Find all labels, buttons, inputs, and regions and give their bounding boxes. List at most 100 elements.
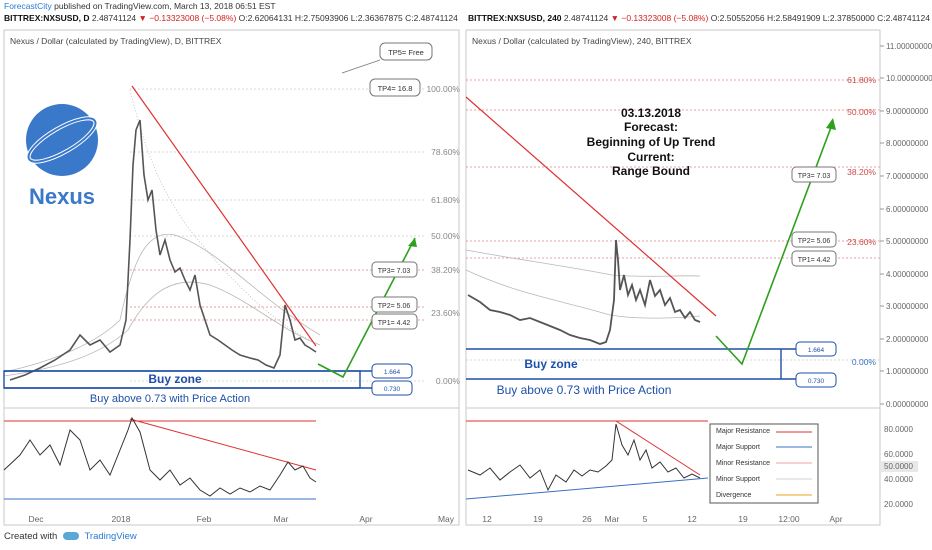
left-x-tick: Feb (197, 514, 212, 524)
right-osc-support (465, 477, 709, 500)
y-tick: 2.00000000 (886, 335, 929, 344)
published-text: published on TradingView.com, March 13, … (54, 1, 276, 11)
right-high: H:2.58491909 (766, 13, 821, 23)
left-buy-note: Buy above 0.73 with Price Action (90, 393, 250, 405)
left-high: H:2.75093906 (294, 13, 349, 23)
nexus-logo-icon (26, 104, 98, 176)
left-low: L:2.36367875 (350, 13, 403, 23)
y-tick: 7.00000000 (886, 172, 929, 181)
right-low: L:2.37850000 (822, 13, 875, 23)
y-tick: 6.00000000 (886, 205, 929, 214)
left-x-tick: May (438, 514, 455, 524)
osc-y-tick: 60.0000 (884, 450, 913, 459)
left-x-tick: Mar (274, 514, 289, 524)
left-fib-label: 38.20% (431, 265, 460, 275)
left-fib-label: 78.60% (431, 147, 460, 157)
right-chart-title: Nexus / Dollar (calculated by TradingVie… (472, 36, 692, 46)
left-buy-zone-label: Buy zone (148, 372, 202, 386)
right-tp3-label: TP3= 7.03 (798, 173, 831, 180)
right-price-line (467, 239, 701, 345)
left-fib-label: 23.60% (431, 308, 460, 318)
left-panel-frame (3, 29, 460, 526)
down-arrow-icon: ▼ (610, 13, 619, 23)
left-projection-arrow-icon (408, 238, 417, 247)
left-change: −0.13323008 (−5.08%) (149, 13, 237, 23)
right-x-tick: 5 (643, 514, 648, 524)
right-open: O:2.50552056 (710, 13, 765, 23)
right-tp3-callout: TP3= 7.03 (791, 166, 837, 183)
tradingview-cloud-icon (62, 532, 79, 541)
author-link[interactable]: ForecastCity (4, 1, 52, 11)
right-osc-y-axis: 80.0000 60.0000 50.0000 40.0000 20.0000 (880, 425, 918, 509)
current-value: Range Bound (612, 164, 690, 178)
nexus-logo-text: Nexus (29, 184, 95, 209)
left-tp2-callout: TP2= 5.06 (371, 296, 418, 313)
legend-item: Minor Resistance (716, 460, 770, 467)
right-moving-averages (465, 249, 701, 319)
left-tp1-label: TP1= 4.42 (378, 320, 411, 327)
left-ohlc: BITTREX:NXSUSD, D 2.48741124 ▼ −0.133230… (4, 13, 458, 23)
footer: Created with TradingView (4, 531, 137, 542)
right-panel-frame (465, 29, 881, 526)
left-tp3-callout: TP3= 7.03 (371, 261, 418, 278)
left-zone-callout-high: 1.664 (371, 363, 413, 379)
right-fib-label: 23.60% (847, 237, 876, 247)
y-tick: 3.00000000 (886, 302, 929, 311)
left-tp2-label: TP2= 5.06 (378, 303, 411, 310)
right-tp1-label: TP1= 4.42 (798, 257, 831, 264)
right-zone-callout-high: 1.664 (795, 341, 837, 357)
left-tp1-callout: TP1= 4.42 (371, 313, 418, 330)
left-x-tick: Apr (359, 514, 372, 524)
tradingview-link[interactable]: TradingView (84, 531, 137, 542)
right-x-tick: 26 (582, 514, 592, 524)
y-tick: 10.00000000 (886, 74, 932, 83)
y-tick: 8.00000000 (886, 139, 929, 148)
left-resistance-trendline (131, 85, 317, 347)
forecast-heading: Forecast: (624, 120, 678, 134)
right-buy-zone-label: Buy zone (524, 357, 578, 371)
right-zone-callout-low: 0.730 (795, 372, 837, 388)
legend-item: Major Resistance (716, 428, 770, 435)
nexus-logo: Nexus (26, 104, 98, 209)
legend-item: Minor Support (716, 476, 760, 483)
right-fib-label: 0.00% (852, 357, 877, 367)
left-fib-label: 50.00% (431, 231, 460, 241)
right-zone-low-label: 0.730 (808, 378, 825, 385)
right-tp2-callout: TP2= 5.06 (791, 231, 837, 248)
right-projection-arrow-icon (826, 118, 836, 130)
left-tp5-callout: TP5= Free (341, 42, 433, 74)
osc-y-tick: 20.0000 (884, 500, 913, 509)
left-x-tick: Dec (28, 514, 44, 524)
right-close: C:2.48741124 (877, 13, 930, 23)
left-open: O:2.62064131 (238, 13, 293, 23)
legend-item: Major Support (716, 444, 760, 451)
right-osc-trendline (615, 420, 701, 476)
right-buy-note: Buy above 0.73 with Price Action (497, 383, 672, 397)
left-fib-label: 100.00% (426, 84, 460, 94)
legend-item: Divergence (716, 492, 752, 499)
left-zone-high-label: 1.664 (384, 369, 401, 376)
left-symbol: BITTREX:NXSUSD, D (4, 13, 90, 23)
created-with-text: Created with (4, 531, 58, 542)
right-fib-label: 38.20% (847, 167, 876, 177)
left-tp4-callout: TP4= 16.8 (369, 78, 421, 97)
right-resistance-trendline (465, 96, 717, 317)
right-ohlc: BITTREX:NXSUSD, 240 2.48741124 ▼ −0.1332… (468, 13, 930, 23)
left-tp3-label: TP3= 7.03 (378, 268, 411, 275)
right-y-axis: 11.00000000 10.00000000 9.00000000 8.000… (880, 42, 932, 409)
y-tick: 0.00000000 (886, 400, 929, 409)
osc-y-tick: 40.0000 (884, 475, 913, 484)
right-x-tick: Mar (605, 514, 620, 524)
current-heading: Current: (627, 150, 674, 164)
y-tick: 11.00000000 (886, 42, 932, 51)
left-oscillator-line (3, 416, 317, 497)
right-x-tick: 12 (687, 514, 697, 524)
left-zone-low-label: 0.730 (384, 386, 401, 393)
osc-y-tick: 50.0000 (884, 462, 913, 471)
osc-y-tick: 80.0000 (884, 425, 913, 434)
left-last: 2.48741124 (91, 13, 137, 23)
left-fib-label: 61.80% (431, 195, 460, 205)
right-x-tick: 12:00 (778, 514, 800, 524)
left-close: C:2.48741124 (405, 13, 458, 23)
